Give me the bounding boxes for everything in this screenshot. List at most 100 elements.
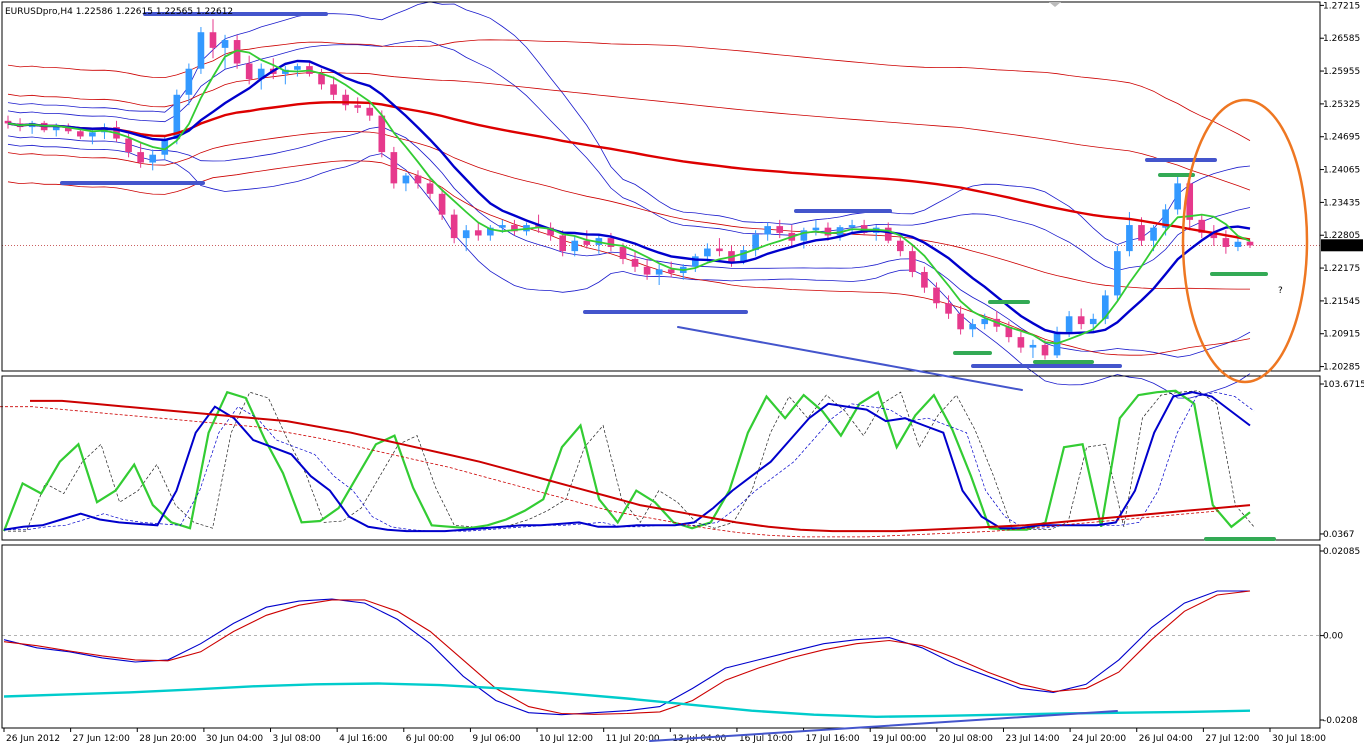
candle-body — [342, 94, 349, 106]
stoch-ytick-label-0: 103.6715 — [1323, 380, 1364, 390]
candle — [257, 63, 265, 90]
candle — [631, 251, 639, 272]
candle — [209, 19, 217, 59]
time-label-17: 26 Jul 04:00 — [1139, 734, 1193, 744]
stoch-signal-dashed-red — [0, 406, 1221, 538]
candle-body — [740, 250, 747, 262]
stochastic-panel[interactable] — [0, 389, 1255, 538]
candle-body — [64, 126, 72, 132]
main-ytick-label-1: 1.26585 — [1323, 34, 1360, 44]
candle-body — [511, 225, 518, 232]
main-ytick-label-7: 1.22805 — [1323, 231, 1360, 241]
candle — [957, 305, 964, 335]
candle — [197, 27, 205, 74]
candle-body — [197, 32, 205, 69]
red-band-1 — [7, 160, 1251, 356]
candle — [330, 76, 337, 100]
trendline-1 — [677, 326, 1023, 391]
candle-body — [848, 225, 856, 228]
candle-body — [1114, 251, 1121, 296]
time-label-14: 20 Jul 08:00 — [939, 734, 993, 744]
candle-body — [89, 132, 96, 137]
candle — [1174, 175, 1181, 215]
main-price-panel[interactable] — [2, 1, 1320, 399]
blue-band-0 — [7, 1, 1251, 245]
time-label-12: 17 Jul 16:00 — [806, 734, 860, 744]
shift-marker-icon — [1049, 2, 1061, 7]
candle-body — [1174, 183, 1181, 210]
candle-body — [1222, 238, 1230, 247]
osc-ytick-label-1: 0.00 — [1323, 632, 1343, 642]
candle — [318, 68, 325, 90]
main-ytick-label-4: 1.24695 — [1323, 133, 1360, 143]
osc-series-0 — [3, 590, 1250, 716]
candle-body — [655, 269, 663, 275]
candle — [643, 258, 651, 280]
candle — [450, 209, 458, 244]
candle — [185, 63, 193, 106]
time-label-5: 4 Jul 16:00 — [339, 734, 388, 744]
candle-body — [933, 287, 940, 304]
time-label-2: 28 Jun 20:00 — [139, 734, 196, 744]
candle — [909, 245, 916, 278]
candle-body — [1017, 337, 1025, 348]
time-label-18: 27 Jul 12:00 — [1205, 734, 1259, 744]
candle-body — [1138, 225, 1145, 241]
candle-body — [390, 152, 398, 184]
candle — [4, 115, 12, 129]
candle-body — [776, 226, 784, 233]
candle-body — [4, 120, 12, 124]
candle — [1077, 308, 1085, 330]
candle-body — [233, 40, 241, 64]
red-band-2 — [7, 71, 1251, 191]
candle-body — [209, 32, 217, 48]
candle — [800, 227, 808, 249]
time-label-13: 19 Jul 00:00 — [872, 734, 926, 744]
candle — [776, 219, 784, 239]
highlight-ellipse — [1181, 98, 1309, 384]
candle — [64, 123, 72, 134]
candle-body — [583, 240, 591, 245]
candle-body — [704, 248, 711, 257]
candle-body — [800, 230, 808, 241]
candle — [149, 149, 157, 171]
candle-body — [474, 230, 482, 236]
candle — [426, 178, 434, 200]
candle-body — [378, 115, 386, 153]
candle — [969, 318, 976, 338]
panel-frame-2 — [1, 544, 1321, 729]
candle-body — [631, 258, 639, 267]
candle — [812, 219, 820, 236]
osc-series-2 — [3, 682, 1251, 719]
candle-body — [438, 193, 446, 215]
candle — [438, 188, 446, 220]
candle — [487, 225, 494, 241]
time-label-6: 6 Jul 00:00 — [406, 734, 455, 744]
oscillator-panel[interactable] — [2, 590, 1320, 719]
candle-body — [836, 227, 844, 236]
candle-body — [450, 214, 458, 239]
candle-body — [945, 303, 952, 314]
candle-body — [1246, 241, 1254, 246]
main-ytick-label-9: 1.21545 — [1323, 297, 1360, 307]
candle — [704, 243, 711, 262]
stoch-series-2 — [30, 399, 1251, 533]
candle-body — [149, 154, 157, 163]
current-price-label: 1.22612 — [1325, 241, 1362, 251]
candle-body — [1186, 183, 1194, 220]
candle — [1186, 180, 1194, 231]
candle — [1017, 331, 1025, 353]
candle — [1114, 245, 1121, 301]
candle — [1198, 214, 1206, 239]
candle — [378, 110, 386, 158]
candle-body — [354, 105, 362, 108]
main-ytick-label-2: 1.25955 — [1323, 67, 1360, 77]
candle — [981, 313, 989, 330]
candle-body — [559, 235, 566, 252]
candle — [1005, 321, 1013, 343]
time-label-15: 23 Jul 14:00 — [1005, 734, 1059, 744]
time-label-10: 13 Jul 04:00 — [672, 734, 726, 744]
candle-body — [812, 227, 820, 231]
